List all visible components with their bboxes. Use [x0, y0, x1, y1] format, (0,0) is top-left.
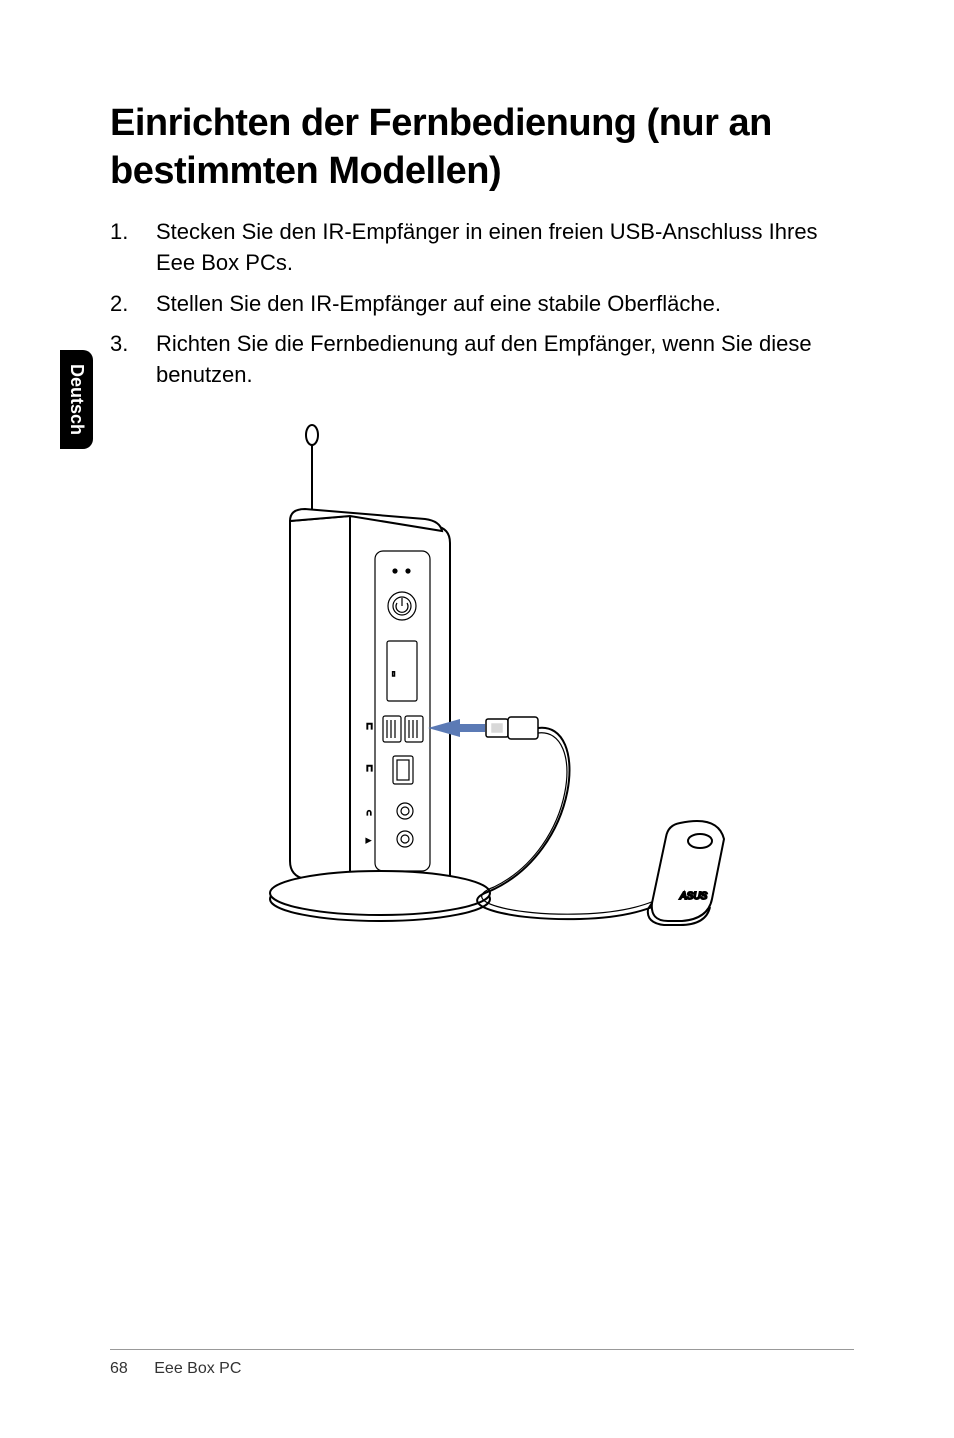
step-item: Stecken Sie den IR-Empfänger in einen fr…: [110, 217, 854, 279]
svg-text:▭: ▭: [390, 671, 396, 677]
svg-text:⊓: ⊓: [366, 763, 373, 773]
page-heading: Einrichten der Fernbedienung (nur an bes…: [110, 100, 854, 195]
step-item: Stellen Sie den IR-Empfänger auf eine st…: [110, 289, 854, 320]
page-footer: 68 Eee Box PC: [110, 1349, 854, 1378]
product-name: Eee Box PC: [154, 1360, 241, 1377]
page-number: 68: [110, 1360, 128, 1378]
device-diagram: ▭ ⊓ ⊓ ∩: [250, 421, 854, 986]
step-item: Richten Sie die Fernbedienung auf den Em…: [110, 329, 854, 391]
svg-text:∩: ∩: [366, 807, 372, 817]
language-tab: Deutsch: [60, 350, 93, 449]
steps-list: Stecken Sie den IR-Empfänger in einen fr…: [110, 217, 854, 391]
svg-text:▸: ▸: [366, 835, 371, 845]
svg-text:⊓: ⊓: [366, 721, 373, 731]
svg-text:ASUS: ASUS: [679, 891, 708, 902]
